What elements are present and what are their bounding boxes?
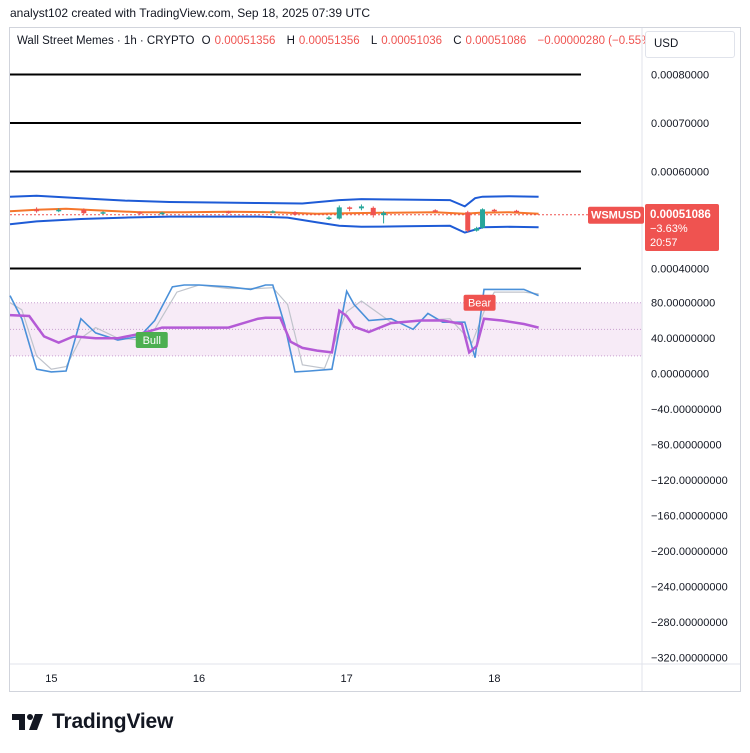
tradingview-logo[interactable]: TradingView — [12, 710, 173, 734]
bull-label-box — [135, 331, 168, 348]
candle-body — [100, 212, 106, 214]
chart-header: analyst102 created with TradingView.com,… — [10, 6, 370, 20]
oscillator-tick-label: −280.00000000 — [651, 617, 728, 629]
bb-upper-line — [9, 194, 539, 208]
oscillator-tick-label: −160.00000000 — [651, 511, 728, 523]
price-tag-box — [645, 204, 719, 251]
bull-label-text: Bull — [143, 335, 161, 347]
oscillator-tick-label: 40.00000000 — [651, 333, 715, 345]
price-tag-countdown: 20:57 — [650, 237, 678, 249]
price-tag: WSMUSD 0.00051086 −3.63% 20:57 — [588, 204, 719, 251]
candle-body — [336, 207, 342, 219]
candle-body — [381, 212, 387, 216]
candle-body — [513, 210, 519, 213]
legend-symbol[interactable]: Wall Street Memes · 1h · CRYPTO — [17, 35, 195, 47]
bear-label: Bear — [463, 294, 496, 311]
candle-body — [56, 209, 62, 212]
legend-change: −0.00000280 (−0.55%) — [537, 35, 656, 47]
bb-lower-line — [9, 215, 539, 234]
bull-label: Bull — [135, 331, 168, 348]
rsi-line — [9, 308, 539, 355]
oscillator-panel: Bull Bear — [9, 284, 642, 373]
price-axis: 0.00080000 0.00070000 0.00060000 0.00040000… — [641, 28, 728, 691]
tradingview-logo-text: TradingView — [52, 710, 174, 733]
time-axis: 15 16 17 18 — [10, 663, 740, 685]
legend-open: O 0.00051356 — [201, 35, 276, 47]
tradingview-logo-icon — [12, 714, 43, 730]
candle-body — [159, 212, 165, 215]
price-tag-symbol: WSMUSD — [591, 210, 641, 222]
price-tag-price: 0.00051086 — [650, 209, 711, 221]
price-tick-label: 0.00060000 — [651, 167, 709, 179]
stoch-d-line — [9, 284, 539, 370]
candle-body — [358, 206, 364, 209]
candle-body — [474, 228, 480, 231]
candle-body — [270, 211, 276, 213]
candle-body — [465, 212, 471, 231]
price-panel — [9, 73, 588, 270]
time-tick-label: 17 — [341, 673, 353, 685]
candle-body — [226, 211, 232, 214]
candle-body — [432, 210, 438, 212]
oscillator-tick-label: −40.00000000 — [651, 404, 722, 416]
candle-body — [34, 209, 40, 212]
candle-body — [326, 217, 332, 220]
price-tick-label: 0.00040000 — [651, 263, 709, 275]
bb-basis-line — [9, 207, 539, 215]
time-tick-label: 16 — [193, 673, 205, 685]
legend-low: L 0.00051036 — [370, 35, 443, 47]
price-tag-change: −3.63% — [650, 223, 688, 235]
oscillator-tick-label: 80.00000000 — [651, 298, 715, 310]
oscillator-tick-label: −240.00000000 — [651, 581, 728, 593]
oscillator-tick-label: −200.00000000 — [651, 546, 728, 558]
candle-body — [491, 209, 497, 212]
candle-body — [370, 207, 376, 216]
legend-high: H 0.00051356 — [286, 35, 360, 47]
oscillator-tick-label: −320.00000000 — [651, 652, 728, 664]
candle-body — [292, 212, 298, 215]
candle-body — [81, 209, 87, 214]
bear-label-box — [463, 294, 496, 311]
candle-body — [480, 209, 486, 228]
chart-legend: Wall Street Memes · 1h · CRYPTO O 0.00051… — [17, 35, 659, 47]
chart-frame — [9, 27, 741, 692]
price-tick-label: 0.00080000 — [651, 70, 709, 82]
currency-selector[interactable]: USD — [645, 31, 735, 58]
oscillator-tick-label: 0.00000000 — [651, 369, 709, 381]
oscillator-tick-label: −120.00000000 — [651, 475, 728, 487]
oscillator-tick-label: −80.00000000 — [651, 440, 722, 452]
legend-close: C 0.00051086 — [453, 35, 527, 47]
bear-label-text: Bear — [468, 298, 492, 310]
price-tag-symbol-box — [588, 206, 644, 224]
candle-body — [137, 212, 143, 214]
price-tick-label: 0.00070000 — [651, 118, 709, 130]
candle-body — [347, 207, 353, 209]
time-tick-label: 15 — [45, 673, 57, 685]
time-tick-label: 18 — [488, 673, 500, 685]
